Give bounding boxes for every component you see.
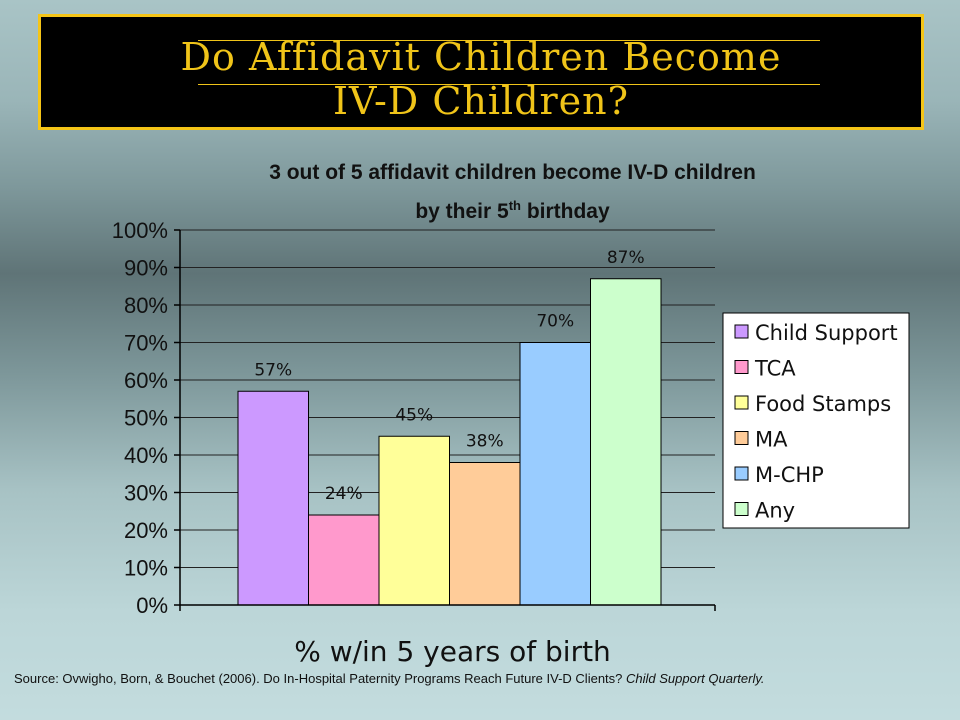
legend-label-ma: MA <box>755 428 788 452</box>
y-tick-label-20: 20% <box>124 518 168 543</box>
legend-swatch-m-chp <box>734 466 749 481</box>
data-label-food-stamps: 45% <box>395 405 433 425</box>
legend-swatch-food-stamps <box>734 395 749 410</box>
x-axis-label: % w/in 5 years of birth <box>294 635 611 668</box>
source-text: Source: Ovwigho, Born, & Bouchet (2006).… <box>14 671 626 686</box>
title-rule-middle <box>198 84 820 85</box>
slide-title-line1: Do Affidavit Children Become <box>180 35 782 79</box>
title-box: Do Affidavit Children Become IV-D Childr… <box>38 14 924 130</box>
data-label-tca: 24% <box>325 484 363 504</box>
chart-title-line2-sup: th <box>508 198 521 213</box>
legend-swatch-ma <box>734 431 749 445</box>
legend-swatch-tca <box>734 360 749 374</box>
legend-box <box>722 312 910 529</box>
y-tick-label-50: 50% <box>124 406 168 431</box>
chart-title-line2-post: birthday <box>520 200 610 223</box>
chart-title-line2-pre: by their 5 <box>415 200 509 223</box>
data-label-m-chp: 70% <box>536 312 574 332</box>
legend-label-m-chp: M-CHP <box>755 463 824 487</box>
y-tick-label-90: 90% <box>124 256 168 281</box>
data-label-ma: 38% <box>466 432 504 452</box>
y-tick-label-0: 0% <box>136 593 168 618</box>
bar-food-stamps <box>378 435 450 606</box>
source-citation: Source: Ovwigho, Born, & Bouchet (2006).… <box>14 670 894 687</box>
y-tick-label-10: 10% <box>124 556 168 581</box>
legend-label-food-stamps: Food Stamps <box>755 392 891 416</box>
data-label-any: 87% <box>607 248 645 268</box>
y-tick-label-70: 70% <box>124 331 168 356</box>
title-rule-top <box>198 40 820 41</box>
bar-tca <box>308 514 380 606</box>
chart-title-line2: by their 5th birthday <box>0 192 960 226</box>
legend-label-child-support: Child Support <box>755 321 898 345</box>
y-tick-label-80: 80% <box>124 293 168 318</box>
legend-label-tca: TCA <box>754 357 796 381</box>
bar-any <box>590 278 662 606</box>
bar-m-chp <box>519 342 591 606</box>
y-tick-label-30: 30% <box>124 481 168 506</box>
bar-ma <box>449 462 521 606</box>
source-journal: Child Support Quarterly. <box>626 671 765 686</box>
bar-child-support <box>237 390 309 606</box>
y-tick-label-100: 100% <box>112 218 168 243</box>
legend-label-any: Any <box>755 499 795 523</box>
y-tick-label-40: 40% <box>124 443 168 468</box>
legend-swatch-any <box>734 502 749 516</box>
legend-swatch-child-support <box>734 324 749 339</box>
data-label-child-support: 57% <box>254 360 292 380</box>
slide-title-line2: IV-D Children? <box>332 79 630 123</box>
y-tick-label-60: 60% <box>124 368 168 393</box>
chart-title-line1: 3 out of 5 affidavit children become IV-… <box>269 161 756 184</box>
